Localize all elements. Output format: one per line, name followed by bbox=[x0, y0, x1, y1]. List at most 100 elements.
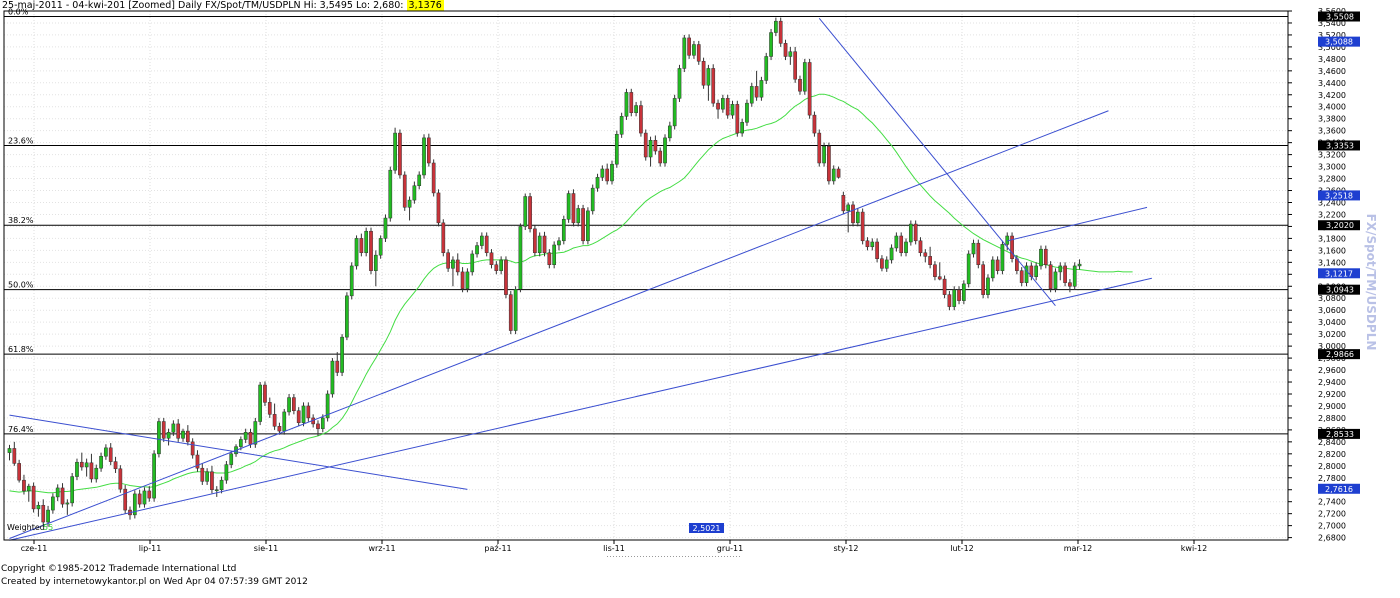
candle bbox=[104, 444, 108, 460]
candle-body bbox=[263, 384, 267, 403]
candle-body bbox=[359, 238, 364, 254]
candle bbox=[316, 420, 320, 436]
candle bbox=[793, 46, 798, 83]
candle bbox=[995, 256, 1000, 275]
candle-body bbox=[17, 463, 21, 481]
scroll-dot bbox=[607, 556, 608, 557]
candle-body bbox=[764, 56, 769, 81]
candle bbox=[822, 142, 826, 167]
candle-body bbox=[952, 289, 957, 307]
candle bbox=[600, 165, 605, 181]
candle-body bbox=[595, 177, 600, 189]
candlesticks bbox=[7, 17, 1082, 527]
y-tick-label: 3,4200 bbox=[1318, 91, 1346, 100]
candle-body bbox=[460, 271, 465, 289]
x-tick-label: lut-12 bbox=[950, 544, 974, 553]
candle-body bbox=[918, 240, 923, 254]
candle-body bbox=[1039, 248, 1043, 267]
y-tick-label: 3,0000 bbox=[1318, 342, 1346, 351]
candle bbox=[523, 193, 528, 231]
candle-body bbox=[610, 163, 614, 182]
candle bbox=[441, 219, 446, 257]
candle bbox=[354, 235, 359, 270]
y-tick-label: 3,5200 bbox=[1318, 31, 1346, 40]
y-tick-label: 3,0400 bbox=[1318, 318, 1346, 327]
candle-body bbox=[643, 132, 648, 158]
chart-title-text: 25-maj-2011 - 04-kwi-201 [Zoomed] Daily … bbox=[2, 0, 404, 11]
candle bbox=[51, 493, 55, 514]
candle-body bbox=[817, 132, 822, 164]
candle bbox=[590, 184, 595, 215]
candle-body bbox=[769, 32, 773, 57]
candle-body bbox=[537, 235, 542, 254]
candle-body bbox=[7, 448, 12, 453]
candle-body bbox=[962, 283, 966, 301]
candle bbox=[889, 244, 894, 264]
candle bbox=[181, 428, 185, 442]
candle bbox=[1077, 259, 1082, 270]
candle-body bbox=[812, 114, 817, 134]
candle-body bbox=[658, 150, 663, 164]
candle-body bbox=[248, 432, 253, 445]
candle-body bbox=[46, 509, 50, 523]
candle-body bbox=[55, 487, 60, 498]
candle bbox=[696, 40, 701, 65]
candle-body bbox=[793, 51, 798, 80]
candle bbox=[31, 482, 36, 513]
indicator-name: Weighted bbox=[7, 523, 45, 532]
trendlines bbox=[9, 18, 1152, 541]
candle-body bbox=[802, 62, 807, 92]
footer: Copyright ©1985-2012 Trademade Internati… bbox=[1, 563, 308, 589]
candle bbox=[277, 422, 282, 435]
candle-body bbox=[518, 226, 523, 290]
candle bbox=[899, 232, 904, 257]
candle bbox=[682, 34, 687, 73]
candle-body bbox=[12, 448, 17, 464]
price-box-text: 3,1217 bbox=[1325, 269, 1353, 278]
candle-body bbox=[523, 196, 528, 227]
candle bbox=[971, 239, 976, 258]
candle-body bbox=[446, 252, 450, 269]
candle bbox=[908, 220, 913, 246]
candle bbox=[26, 483, 31, 502]
candle-body bbox=[571, 193, 576, 224]
candle bbox=[783, 39, 788, 61]
candle bbox=[827, 142, 831, 185]
candle bbox=[378, 235, 383, 259]
candle-body bbox=[239, 439, 243, 447]
candle-body bbox=[725, 98, 730, 116]
x-tick-label: sty-12 bbox=[834, 544, 859, 553]
fib-price-box bbox=[1318, 140, 1360, 151]
candle bbox=[296, 407, 301, 427]
scroll-dot bbox=[715, 556, 716, 557]
candle bbox=[1072, 262, 1077, 290]
x-tick-label: kwi-12 bbox=[1181, 544, 1207, 553]
fib-price-text: 3,0943 bbox=[1326, 286, 1354, 295]
candle-body bbox=[84, 462, 89, 468]
candle bbox=[841, 191, 846, 215]
candle-body bbox=[581, 208, 585, 242]
candle-body bbox=[783, 43, 788, 57]
scroll-dot bbox=[718, 556, 719, 557]
candle bbox=[937, 262, 942, 281]
candle-body bbox=[735, 104, 740, 134]
candle-body bbox=[822, 145, 826, 164]
y-tick-label: 2,8200 bbox=[1318, 450, 1346, 459]
candle-body bbox=[214, 489, 219, 491]
candle bbox=[880, 255, 884, 272]
chart-canvas[interactable]: 0.0% 23.6% 38.2% 50.0% 61.8% 76.4% cze-11 lip-… bbox=[0, 0, 1400, 560]
candle-body bbox=[166, 432, 171, 439]
candle bbox=[730, 100, 735, 119]
fib-price-box bbox=[1318, 349, 1360, 360]
candle bbox=[369, 227, 373, 275]
candle bbox=[802, 58, 807, 95]
candle bbox=[152, 450, 156, 502]
candle bbox=[431, 159, 436, 197]
candle bbox=[735, 100, 740, 137]
copyright-text: Copyright ©1985-2012 Trademade Internati… bbox=[1, 564, 237, 574]
candle-body bbox=[494, 264, 499, 271]
scroll-dot bbox=[724, 556, 725, 557]
candle-body bbox=[899, 235, 904, 254]
low-marker-text: 2,5021 bbox=[693, 524, 721, 533]
candle-body bbox=[436, 192, 441, 224]
